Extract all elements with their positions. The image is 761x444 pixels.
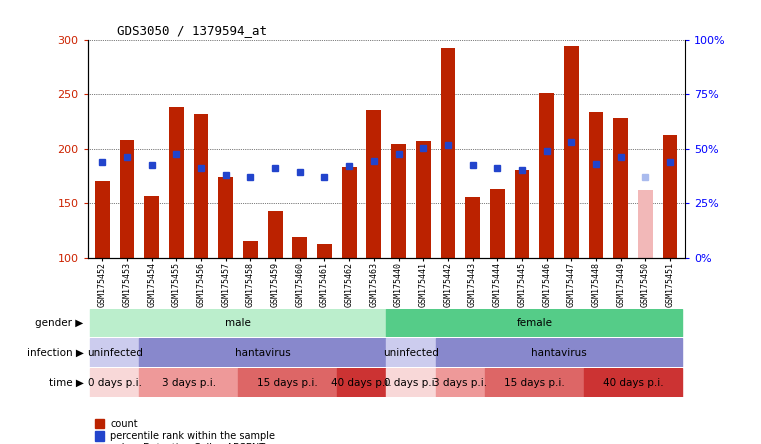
Text: count: count	[110, 419, 138, 428]
Bar	[90, 309, 386, 337]
Bar	[90, 368, 139, 397]
Text: infection ▶: infection ▶	[27, 348, 84, 358]
Text: 15 days p.i.: 15 days p.i.	[504, 377, 565, 388]
Text: 15 days p.i.: 15 days p.i.	[257, 377, 318, 388]
Text: 3 days p.i.: 3 days p.i.	[161, 377, 216, 388]
Bar	[663, 135, 677, 258]
Text: hantavirus: hantavirus	[235, 348, 291, 358]
Bar	[139, 368, 238, 397]
Bar	[584, 368, 683, 397]
Bar	[638, 190, 653, 258]
Text: 40 days p.i.: 40 days p.i.	[603, 377, 664, 388]
Bar	[441, 48, 455, 258]
Bar	[613, 118, 628, 258]
Bar	[342, 167, 357, 258]
Bar	[465, 197, 480, 258]
Text: male: male	[225, 318, 251, 328]
Bar	[386, 338, 435, 367]
Bar	[416, 141, 431, 258]
Text: 40 days p.i.: 40 days p.i.	[331, 377, 392, 388]
Text: uninfected: uninfected	[87, 348, 142, 358]
Bar	[119, 140, 135, 258]
Bar	[514, 170, 530, 258]
Bar	[435, 368, 485, 397]
Bar	[588, 112, 603, 258]
Bar	[386, 368, 435, 397]
Bar	[485, 368, 584, 397]
Bar	[540, 93, 554, 258]
Bar	[243, 241, 258, 258]
Bar	[238, 368, 337, 397]
Bar	[317, 245, 332, 258]
Bar	[391, 144, 406, 258]
Bar	[218, 177, 233, 258]
Bar	[292, 237, 307, 258]
Text: 0 days p.i.: 0 days p.i.	[88, 377, 142, 388]
Text: 3 days p.i.: 3 days p.i.	[433, 377, 487, 388]
Bar	[337, 368, 386, 397]
Text: time ▶: time ▶	[49, 377, 84, 388]
Bar	[139, 338, 386, 367]
Bar	[490, 189, 505, 258]
Bar	[193, 114, 209, 258]
Bar	[367, 110, 381, 258]
Text: hantavirus: hantavirus	[531, 348, 587, 358]
Bar	[564, 47, 579, 258]
Text: female: female	[516, 318, 552, 328]
Bar	[169, 107, 184, 258]
Text: GDS3050 / 1379594_at: GDS3050 / 1379594_at	[117, 24, 267, 37]
Text: percentile rank within the sample: percentile rank within the sample	[110, 431, 275, 441]
Bar	[145, 195, 159, 258]
Bar	[90, 338, 139, 367]
Bar	[386, 309, 683, 337]
Bar	[435, 338, 683, 367]
Text: gender ▶: gender ▶	[36, 318, 84, 328]
Bar	[268, 211, 282, 258]
Text: 0 days p.i.: 0 days p.i.	[384, 377, 438, 388]
Bar	[95, 182, 110, 258]
Text: uninfected: uninfected	[383, 348, 439, 358]
